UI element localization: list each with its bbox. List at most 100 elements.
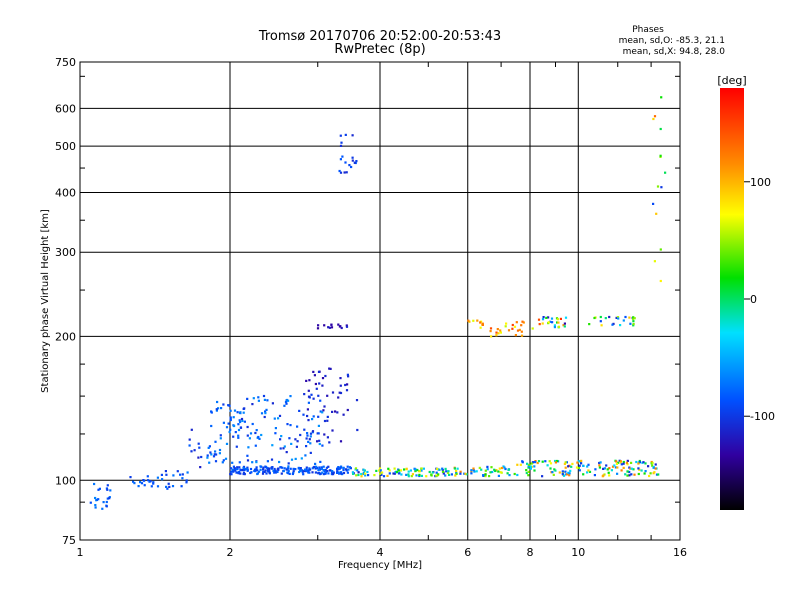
scatter-point (344, 161, 347, 164)
scatter-point (246, 434, 249, 437)
scatter-point (559, 317, 562, 320)
scatter-point (546, 464, 549, 467)
scatter-point (527, 470, 530, 473)
scatter-point (257, 396, 260, 399)
scatter-point (620, 463, 623, 466)
scatter-point (428, 470, 431, 474)
scatter-point (616, 466, 619, 469)
scatter-point (576, 461, 579, 464)
scatter-point (290, 442, 293, 445)
colorbar-ticks: 100 0 -100 (744, 176, 775, 423)
scatter-point (318, 471, 321, 474)
scatter-point (615, 462, 619, 465)
scatter-point (556, 321, 559, 324)
scatter-point (635, 460, 638, 464)
scatter-point (238, 461, 241, 464)
x-tick-label: 4 (377, 546, 384, 559)
scatter-point (287, 465, 290, 468)
scatter-point (328, 441, 331, 444)
scatter-point (643, 472, 646, 475)
scatter-point (441, 468, 444, 472)
scatter-point (652, 202, 655, 205)
scatter-point (345, 171, 348, 174)
scatter-point (306, 432, 309, 435)
scatter-point (309, 442, 312, 445)
scatter-point (312, 415, 315, 418)
scatter-point (132, 480, 135, 483)
scatter-point (497, 332, 500, 335)
scatter-point (655, 212, 658, 215)
scatter-point (536, 461, 539, 465)
scatter-point (285, 468, 288, 471)
scatter-point (280, 435, 283, 438)
scatter-point (279, 466, 282, 469)
scatter-point (525, 469, 528, 472)
scatter-point (619, 324, 622, 327)
scatter-points (89, 96, 667, 510)
scatter-point (317, 394, 320, 397)
scatter-point (200, 455, 203, 459)
scatter-point (564, 316, 568, 319)
scatter-point (564, 466, 567, 469)
scatter-point (354, 467, 358, 470)
scatter-point (198, 446, 201, 449)
scatter-point (347, 468, 350, 471)
scatter-point (553, 326, 556, 329)
scatter-point (435, 474, 438, 477)
scatter-point (436, 467, 439, 470)
scatter-point (274, 432, 277, 435)
scatter-point (93, 482, 96, 486)
scatter-point (319, 399, 322, 402)
scatter-point (622, 319, 625, 322)
scatter-point (654, 467, 657, 470)
scatter-point (148, 480, 151, 483)
scatter-point (140, 482, 144, 485)
scatter-point (230, 473, 233, 476)
scatter-point (236, 466, 239, 469)
scatter-point (538, 323, 541, 326)
scatter-point (484, 475, 487, 478)
scatter-point (495, 331, 498, 334)
scatter-point (518, 328, 521, 331)
scatter-point (652, 117, 655, 121)
scatter-point (339, 466, 342, 469)
scatter-point (577, 466, 580, 470)
scatter-point (296, 425, 299, 428)
scatter-point (455, 472, 458, 475)
scatter-point (221, 461, 224, 464)
scatter-point (632, 316, 635, 319)
scatter-point (197, 456, 200, 459)
scatter-point (323, 324, 326, 327)
scatter-point (253, 469, 256, 472)
scatter-point (247, 446, 250, 449)
scatter-point (262, 470, 265, 473)
scatter-point (311, 471, 314, 474)
scatter-point (486, 465, 489, 468)
scatter-point (489, 471, 492, 474)
scatter-point (302, 413, 305, 416)
y-tick-label: 400 (55, 186, 76, 199)
scatter-point (254, 431, 257, 435)
scatter-point (94, 506, 97, 509)
scatter-point (254, 468, 257, 471)
scatter-point (418, 470, 421, 473)
scatter-point (416, 468, 419, 472)
scatter-point (286, 398, 289, 402)
scatter-point (459, 472, 462, 475)
scatter-point (534, 461, 537, 464)
scatter-point (445, 470, 448, 473)
scatter-point (219, 437, 222, 440)
scatter-point (339, 325, 342, 328)
scatter-point (321, 471, 324, 474)
scatter-point (324, 472, 327, 475)
scatter-point (274, 471, 278, 474)
scatter-point (168, 485, 171, 488)
scatter-point (248, 437, 251, 440)
scatter-point (499, 329, 502, 332)
scatter-point (548, 460, 551, 463)
scatter-point (282, 469, 285, 473)
scatter-point (656, 185, 660, 188)
scatter-point (307, 469, 310, 472)
scatter-point (276, 470, 279, 473)
